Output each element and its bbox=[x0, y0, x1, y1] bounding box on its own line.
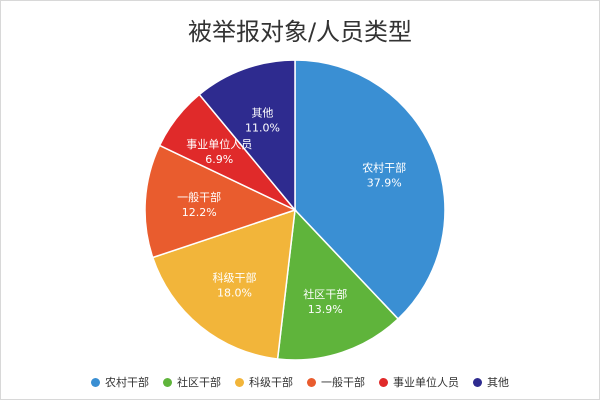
legend-swatch-5 bbox=[473, 377, 482, 387]
chart-legend: 农村干部 社区干部 科级干部 一般干部 事业单位人员 其他 bbox=[0, 374, 600, 390]
legend-item-1: 社区干部 bbox=[163, 374, 221, 390]
legend-item-0: 农村干部 bbox=[91, 374, 149, 390]
slice-value-label-5: 11.0% bbox=[245, 122, 280, 135]
legend-item-2: 科级干部 bbox=[235, 374, 293, 390]
legend-label-5: 其他 bbox=[487, 376, 509, 389]
slice-label-5: 其他 bbox=[251, 107, 273, 120]
legend-label-1: 社区干部 bbox=[177, 376, 221, 389]
legend-swatch-2 bbox=[235, 377, 244, 387]
legend-label-3: 一般干部 bbox=[321, 376, 365, 389]
slice-value-label-0: 37.9% bbox=[367, 176, 402, 189]
pie-slice-5 bbox=[198, 59, 296, 213]
pie-slice-2 bbox=[151, 208, 296, 360]
slice-label-2: 科级干部 bbox=[212, 271, 256, 285]
legend-swatch-3 bbox=[307, 377, 316, 387]
legend-swatch-1 bbox=[163, 377, 172, 387]
legend-swatch-4 bbox=[379, 377, 388, 387]
slice-label-3: 一般干部 bbox=[177, 190, 221, 204]
chart-title: 被举报对象/人员类型 bbox=[187, 18, 413, 46]
slice-value-label-4: 6.9% bbox=[205, 153, 233, 166]
slice-label-4: 事业单位人员 bbox=[186, 137, 252, 151]
slice-value-label-2: 18.0% bbox=[217, 287, 252, 300]
slice-label-1: 社区干部 bbox=[303, 287, 347, 301]
pie-slice-3 bbox=[144, 144, 297, 259]
legend-label-4: 事业单位人员 bbox=[393, 376, 459, 389]
legend-swatch-0 bbox=[91, 377, 100, 387]
legend-label-2: 科级干部 bbox=[249, 376, 293, 389]
legend-item-4: 事业单位人员 bbox=[379, 374, 459, 390]
legend-item-5: 其他 bbox=[473, 374, 509, 390]
slice-value-label-3: 12.2% bbox=[182, 206, 217, 219]
legend-label-0: 农村干部 bbox=[105, 376, 149, 389]
slice-label-0: 农村干部 bbox=[362, 160, 406, 174]
pie-slice-0 bbox=[294, 59, 446, 321]
legend-item-3: 一般干部 bbox=[307, 374, 365, 390]
pie-slice-1 bbox=[276, 208, 400, 361]
slice-value-label-1: 13.9% bbox=[308, 303, 343, 316]
